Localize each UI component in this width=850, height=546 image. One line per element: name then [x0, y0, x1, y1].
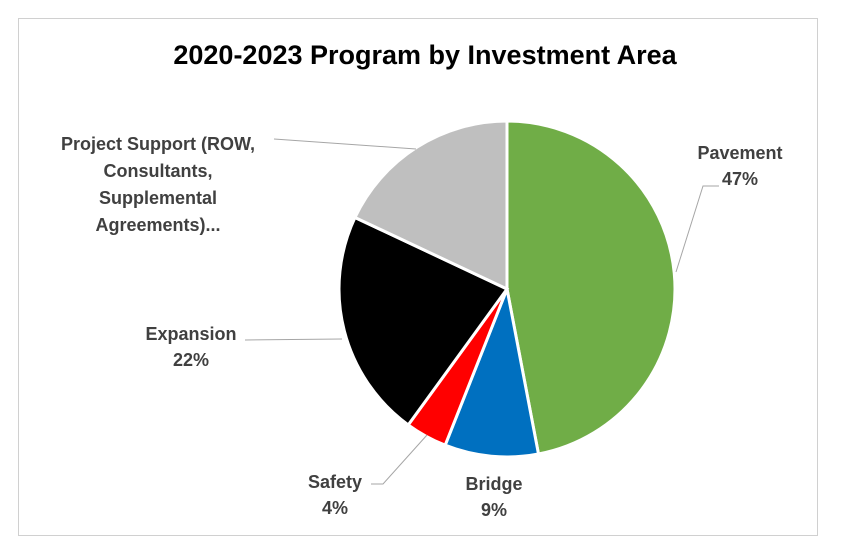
slice-percent-bridge: 9%: [481, 500, 507, 520]
leader-line-project-support: [273, 138, 417, 150]
slice-label-pavement: Pavement: [697, 143, 782, 163]
leader-line-expansion: [244, 338, 343, 341]
slice-label-expansion: Expansion: [145, 324, 236, 344]
slice-percent-expansion: 22%: [173, 350, 209, 370]
leader-line-pavement: [675, 185, 719, 273]
slice-label-bridge: Bridge: [465, 474, 522, 494]
slice-label-project-support: Agreements)...: [95, 215, 220, 235]
slice-label-project-support: Supplemental: [99, 188, 217, 208]
pie-slice-project-support: [352, 119, 509, 292]
slice-percent-safety: 4%: [322, 498, 348, 518]
pie-slice-pavement: [505, 119, 677, 456]
slice-label-project-support: Project Support (ROW,: [61, 134, 255, 154]
leader-line-safety: [371, 434, 428, 485]
chart-frame: [18, 18, 818, 536]
slice-label-safety: Safety: [308, 472, 362, 492]
slice-percent-pavement: 47%: [722, 169, 758, 189]
chart-title: 2020-2023 Program by Investment Area: [173, 40, 677, 70]
slice-label-project-support: Consultants,: [103, 161, 212, 181]
pie-slice-bridge: [443, 283, 541, 459]
